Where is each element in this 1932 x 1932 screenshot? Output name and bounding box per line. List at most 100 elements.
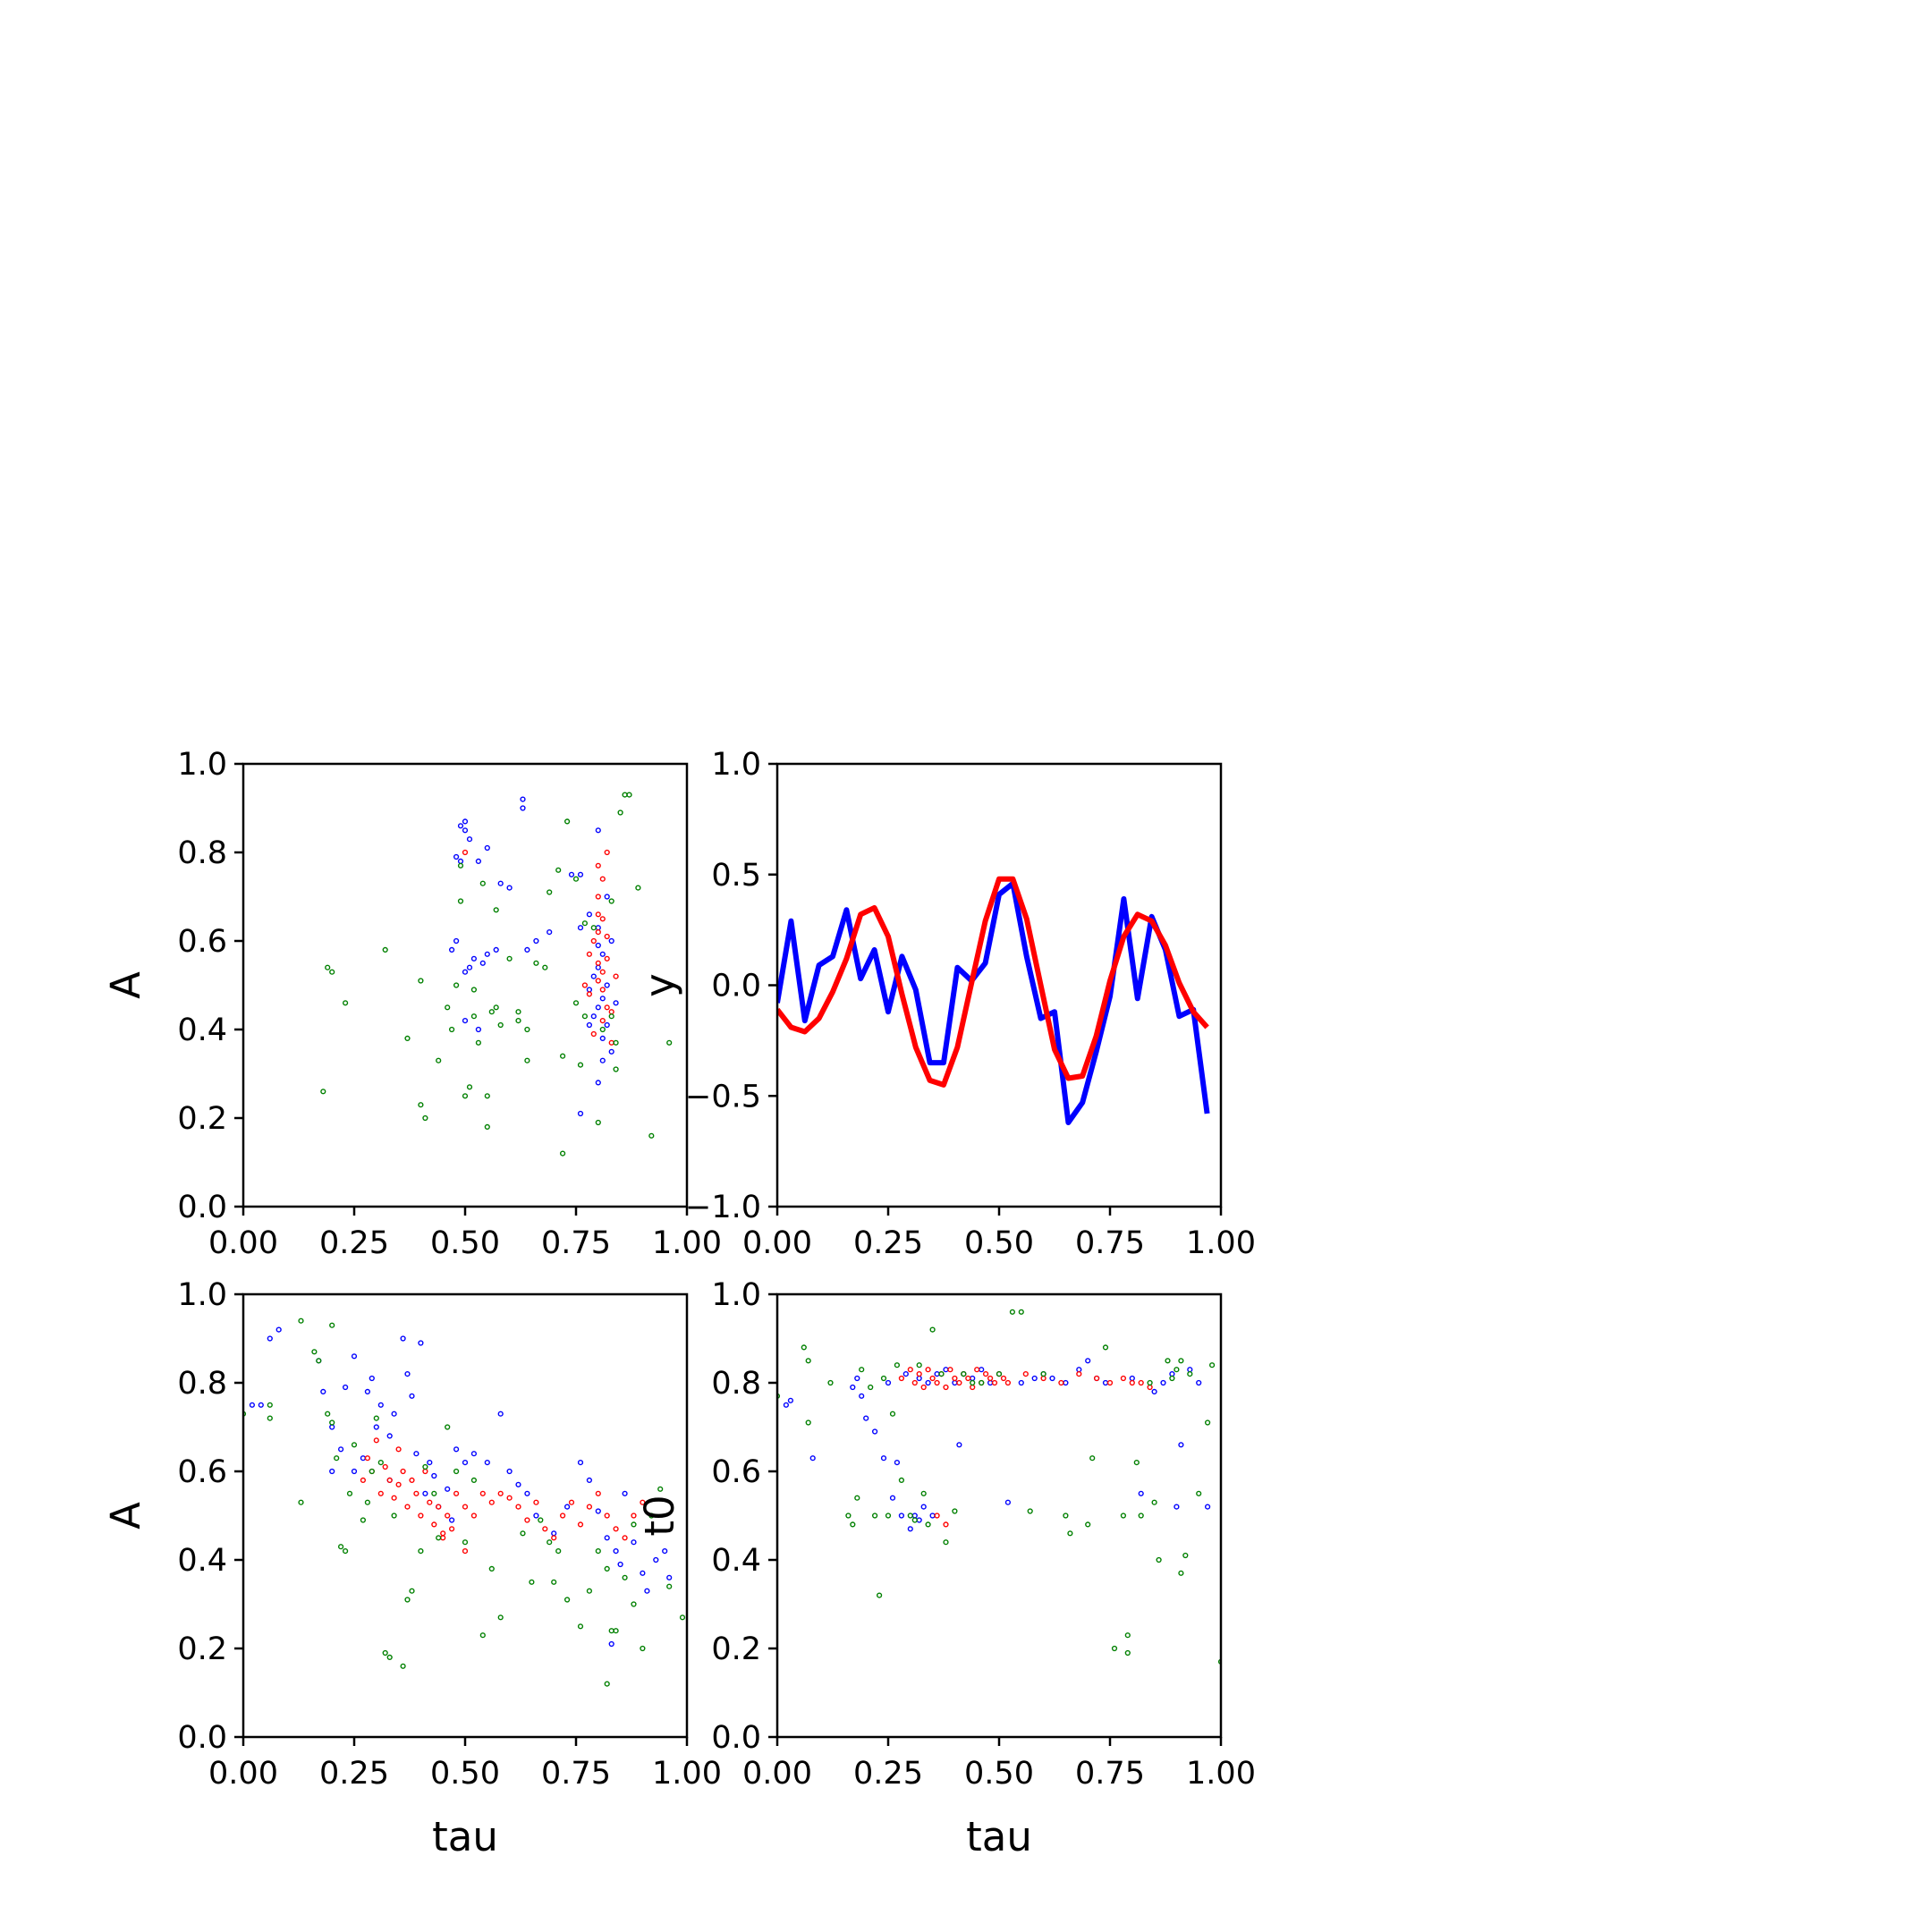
scatter-point (889, 1495, 896, 1501)
scatter-point (925, 1379, 931, 1386)
scatter-point (859, 1367, 865, 1373)
scatter-point (974, 1367, 980, 1373)
scatter-point (595, 1508, 601, 1514)
scatter-point (1178, 1570, 1184, 1576)
scatter-point (457, 862, 464, 869)
scatter-point (462, 818, 469, 825)
scatter-point (409, 1477, 415, 1484)
scatter-point (934, 1370, 940, 1377)
scatter-point (934, 1379, 940, 1386)
plot-area (777, 1309, 1221, 1665)
scatter-point (1022, 1370, 1029, 1377)
scatter-point (871, 1428, 878, 1435)
scatter-point (613, 1526, 619, 1532)
scatter-point (404, 1370, 411, 1377)
scatter-point (1124, 1632, 1131, 1639)
scatter-point (907, 1513, 913, 1519)
scatter-point (613, 973, 619, 979)
scatter-point (506, 885, 513, 891)
scatter-point (1204, 1504, 1211, 1510)
scatter-point (1124, 1649, 1131, 1657)
scatter-point (929, 1375, 936, 1382)
scatter-point (462, 1093, 469, 1099)
scatter-point (462, 1504, 469, 1510)
scatter-point (329, 1468, 335, 1475)
scatter-point (599, 969, 606, 975)
scatter-point (961, 1370, 967, 1377)
x-tick-label: 1.00 (652, 1756, 722, 1792)
scatter-point (991, 1379, 998, 1386)
scatter-point (462, 1547, 469, 1555)
scatter-point (608, 1628, 614, 1634)
scatter-point (343, 1000, 349, 1006)
scatter-point (275, 1326, 282, 1333)
scatter-point (604, 1681, 610, 1687)
y-tick-label: 0.2 (177, 1101, 227, 1137)
scatter-point (470, 1451, 478, 1457)
scatter-point (982, 1370, 989, 1377)
scatter-point (1067, 1530, 1073, 1537)
scatter-point (470, 1477, 478, 1484)
scatter-point (1196, 1490, 1202, 1496)
scatter-point (916, 1362, 922, 1368)
scatter-point (320, 1388, 326, 1395)
y-tick-label: −1.0 (685, 1190, 761, 1225)
scatter-point (391, 1513, 397, 1519)
scatter-point (329, 969, 335, 975)
scatter-point (1089, 1455, 1096, 1462)
scatter-point (298, 1318, 304, 1324)
scatter-point (577, 1110, 584, 1117)
scatter-point (880, 1375, 887, 1382)
scatter-point (590, 937, 597, 945)
scatter-point (640, 1645, 646, 1652)
scatter-point (506, 955, 513, 962)
scatter-point (524, 1490, 530, 1496)
scatter-point (1063, 1513, 1069, 1519)
scatter-point (595, 827, 601, 834)
scatter-point (1138, 1513, 1144, 1519)
scatter-point (418, 1547, 424, 1555)
scatter-point (475, 1026, 482, 1033)
scatter-point (506, 1495, 513, 1501)
scatter-point (533, 937, 539, 945)
scatter-point (1169, 1370, 1175, 1377)
scatter-point (1049, 1375, 1055, 1382)
y-tick-label: 0.5 (711, 858, 761, 894)
scatter-point (631, 1539, 637, 1546)
scatter-point (449, 946, 455, 953)
scatter-point (462, 827, 469, 834)
scatter-point (604, 894, 610, 900)
x-tick-label: 0.25 (853, 1225, 923, 1261)
scatter-point (622, 1535, 628, 1541)
scatter-point (457, 823, 464, 829)
y-tick-label: 0.6 (177, 924, 227, 960)
scatter-point (987, 1379, 994, 1386)
scatter-point (484, 951, 490, 957)
scatter-point (581, 982, 589, 988)
scatter-point (648, 1513, 655, 1519)
scatter-point (1174, 1504, 1180, 1510)
scatter-point (431, 1490, 437, 1496)
scatter-point (996, 1370, 1003, 1377)
scatter-point (497, 1411, 504, 1417)
scatter-point (604, 982, 610, 988)
scatter-point (657, 1486, 664, 1492)
scatter-point (1147, 1379, 1153, 1386)
scatter-point (850, 1521, 856, 1528)
scatter-point (515, 1009, 521, 1015)
scatter-point (1093, 1375, 1100, 1382)
scatter-point (559, 1053, 566, 1059)
scatter-point (599, 1026, 606, 1033)
scatter-point (987, 1375, 994, 1382)
scatter-point (334, 1455, 340, 1462)
scatter-point (479, 880, 486, 886)
x-tick-label: 0.75 (1075, 1756, 1145, 1792)
scatter-point (604, 1021, 610, 1029)
plot-area (320, 792, 673, 1157)
scatter-point (854, 1375, 860, 1382)
scatter-point (1138, 1490, 1144, 1496)
scatter-point (497, 1021, 504, 1029)
scatter-point (453, 1490, 460, 1496)
scatter-point (497, 1490, 504, 1496)
scatter-point (911, 1513, 918, 1519)
